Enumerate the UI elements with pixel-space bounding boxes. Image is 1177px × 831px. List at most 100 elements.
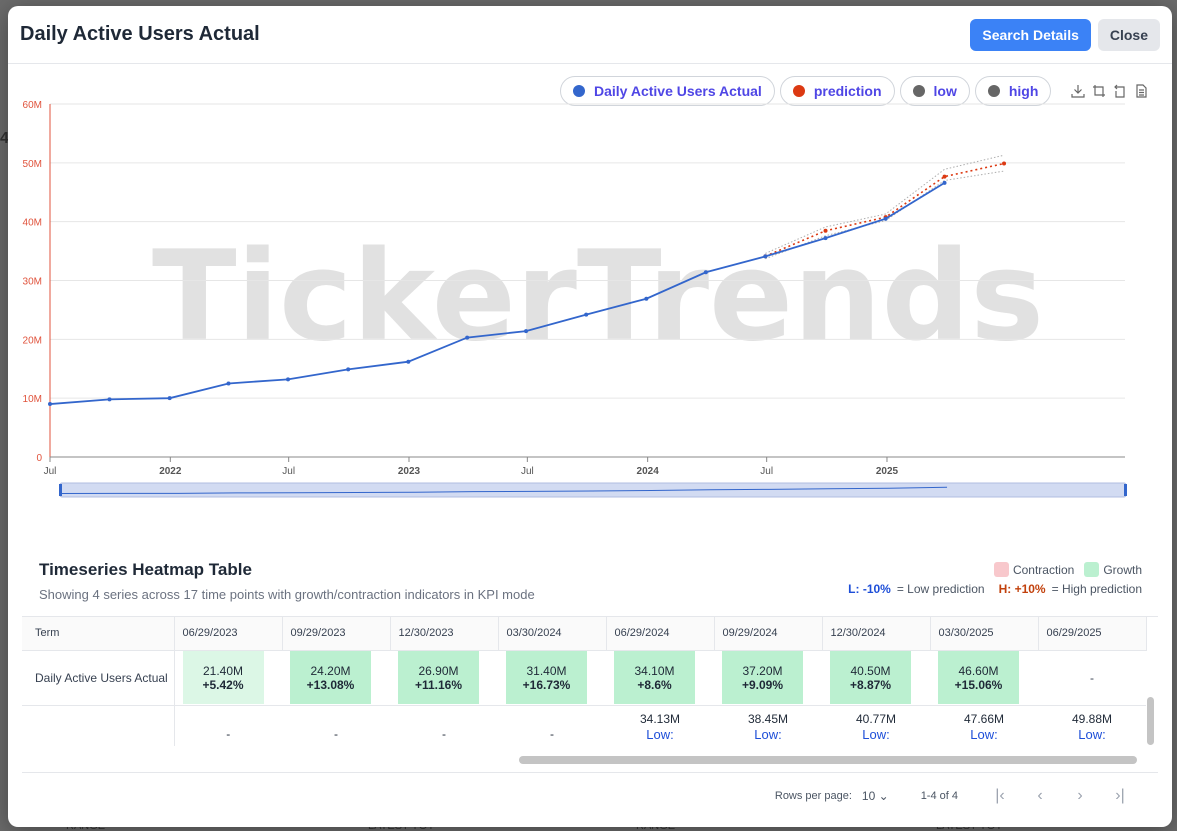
x-tick-label: 2024 — [637, 466, 660, 477]
prediction-cell: 40.77M Low: — [822, 705, 930, 746]
prediction-low-label: Low: — [862, 726, 890, 742]
last-page-icon[interactable]: ›| — [1115, 786, 1125, 804]
modal-title: Daily Active Users Actual — [20, 23, 260, 45]
prev-page-icon[interactable]: ‹ — [1037, 786, 1043, 804]
y-tick-label: 30M — [23, 277, 42, 288]
column-header[interactable]: 06/29/2023 — [174, 617, 283, 651]
column-header[interactable]: 03/30/2025 — [930, 617, 1039, 651]
cell-value: 31.40M — [526, 663, 567, 678]
download-icon[interactable] — [1071, 84, 1085, 98]
legend-item-actual[interactable]: Daily Active Users Actual — [560, 76, 775, 106]
column-header[interactable]: 09/29/2024 — [714, 617, 823, 651]
heatmap-cell: 37.20M +9.09% — [714, 650, 822, 706]
prediction-value: 38.45M — [747, 711, 789, 726]
legend-item-high[interactable]: high — [974, 76, 1052, 106]
prediction-value: - — [226, 726, 231, 741]
x-tick-label: 2025 — [876, 466, 899, 477]
rows-per-page-select[interactable]: 10 ⌄ — [862, 789, 889, 803]
legend-item-prediction[interactable]: prediction — [779, 76, 895, 106]
prediction-value: 47.66M — [963, 711, 1005, 726]
legend-label: low — [933, 83, 957, 99]
background-fragment: 4 — [0, 130, 9, 147]
chart-area: Daily Active Users Actual prediction low… — [8, 64, 1172, 504]
prediction-value: - — [442, 726, 446, 741]
data-point — [763, 254, 768, 259]
column-header[interactable]: 06/29/2024 — [606, 617, 715, 651]
low-desc: = Low prediction — [896, 582, 985, 596]
cell-value: 40.50M — [850, 663, 891, 678]
x-tick-label: Jul — [760, 466, 773, 477]
cell-value: 34.10M — [634, 663, 675, 678]
search-details-button[interactable]: Search Details — [970, 18, 1091, 51]
data-point — [524, 329, 529, 334]
heatmap-cell: - — [1038, 650, 1146, 706]
vertical-scrollbar[interactable] — [1147, 697, 1154, 745]
heatmap-table-container[interactable]: Term 06/29/2023 09/29/2023 12/30/2023 03… — [22, 616, 1158, 746]
modal-header: Daily Active Users Actual Search Details… — [8, 6, 1172, 64]
prediction-low-label: Low: — [970, 726, 998, 742]
heatmap-title: Timeseries Heatmap Table — [39, 560, 252, 579]
cell-value: 37.20M — [742, 663, 783, 678]
watermark-text: TickerTrends — [152, 225, 1044, 369]
prediction-cell: 49.88M Low: — [1038, 705, 1146, 746]
prediction-low-label: Low: — [1078, 726, 1106, 742]
line-chart: TickerTrends 0 10M 20M 30M 40M 50M 60M Jul 2022 Ju… — [23, 100, 1127, 498]
zoom-select-icon[interactable] — [1092, 84, 1106, 98]
x-tick-label: 2022 — [159, 466, 182, 477]
x-tick-label: Jul — [521, 466, 534, 477]
horizontal-scrollbar[interactable] — [519, 756, 1137, 764]
first-page-icon[interactable]: |‹ — [995, 786, 1005, 804]
column-header[interactable]: 06/29/2025 — [1038, 617, 1147, 651]
cell-growth-pct: +15.06% — [954, 677, 1003, 692]
data-point — [346, 367, 351, 372]
zoom-handle-right — [1124, 484, 1127, 496]
heatmap-cell: 26.90M +11.16% — [390, 650, 498, 706]
prediction-cell: 34.13M Low: — [606, 705, 714, 746]
next-page-icon[interactable]: › — [1077, 786, 1083, 804]
table-body: Daily Active Users Actual 21.40M +5.42% 24… — [22, 650, 1146, 746]
cell-growth-pct: +5.42% — [202, 677, 244, 692]
heatmap-cell: 40.50M +8.87% — [822, 650, 930, 706]
legend-item-low[interactable]: low — [899, 76, 970, 106]
cell-growth-pct: +8.6% — [637, 677, 672, 692]
column-header[interactable]: 09/29/2023 — [282, 617, 391, 651]
prediction-cell: 47.66M Low: — [930, 705, 1038, 746]
heatmap-cell: 31.40M +16.73% — [498, 650, 606, 706]
data-point — [107, 397, 112, 402]
growth-cell-box: 21.40M +5.42% — [182, 651, 264, 704]
data-point — [942, 180, 947, 185]
data-point — [48, 402, 52, 407]
cell-value: 46.60M — [958, 663, 999, 678]
close-button[interactable]: Close — [1097, 18, 1160, 51]
x-tick-label: Jul — [44, 466, 57, 477]
y-tick-label: 40M — [23, 218, 42, 229]
data-view-icon[interactable] — [1134, 84, 1148, 98]
rows-per-page-label: Rows per page: — [774, 789, 852, 802]
legend-dot-icon — [987, 85, 1000, 97]
column-header[interactable]: 12/30/2024 — [822, 617, 931, 651]
high-tag: H: +10% — [998, 582, 1046, 596]
data-point — [1002, 161, 1007, 166]
term-cell — [22, 705, 175, 746]
heatmap-cell: 34.10M +8.6% — [606, 650, 714, 706]
prediction-low-label: Low: — [646, 726, 674, 742]
series-line-high — [765, 154, 1005, 254]
zoom-reset-icon[interactable] — [1113, 84, 1127, 98]
prediction-cell: - — [174, 705, 282, 746]
column-header[interactable]: 12/30/2023 — [390, 617, 499, 651]
legend-label: prediction — [813, 83, 882, 99]
table-row: - - - -34.13M Low: 38.45M Low: 40.77M Low: 47.66M… — [22, 705, 1146, 746]
pagination: Rows per page: 10 ⌄ 1-4 of 4 |‹ ‹ › ›| — [22, 772, 1158, 818]
x-tick-label: Jul — [282, 466, 295, 477]
legend-label: Daily Active Users Actual — [594, 83, 762, 99]
column-header[interactable]: 03/30/2024 — [498, 617, 607, 651]
x-tick-label: 2023 — [398, 466, 421, 477]
data-point — [823, 236, 828, 241]
column-header[interactable]: Term — [22, 617, 175, 651]
prediction-value: 40.77M — [855, 711, 897, 726]
prediction-low-label: Low: — [754, 726, 782, 742]
cell-value: 24.20M — [310, 663, 351, 678]
data-point — [406, 359, 411, 364]
growth-cell-box: 24.20M +13.08% — [290, 651, 371, 704]
table-header-row: Term 06/29/2023 09/29/2023 12/30/2023 03… — [22, 617, 1147, 651]
